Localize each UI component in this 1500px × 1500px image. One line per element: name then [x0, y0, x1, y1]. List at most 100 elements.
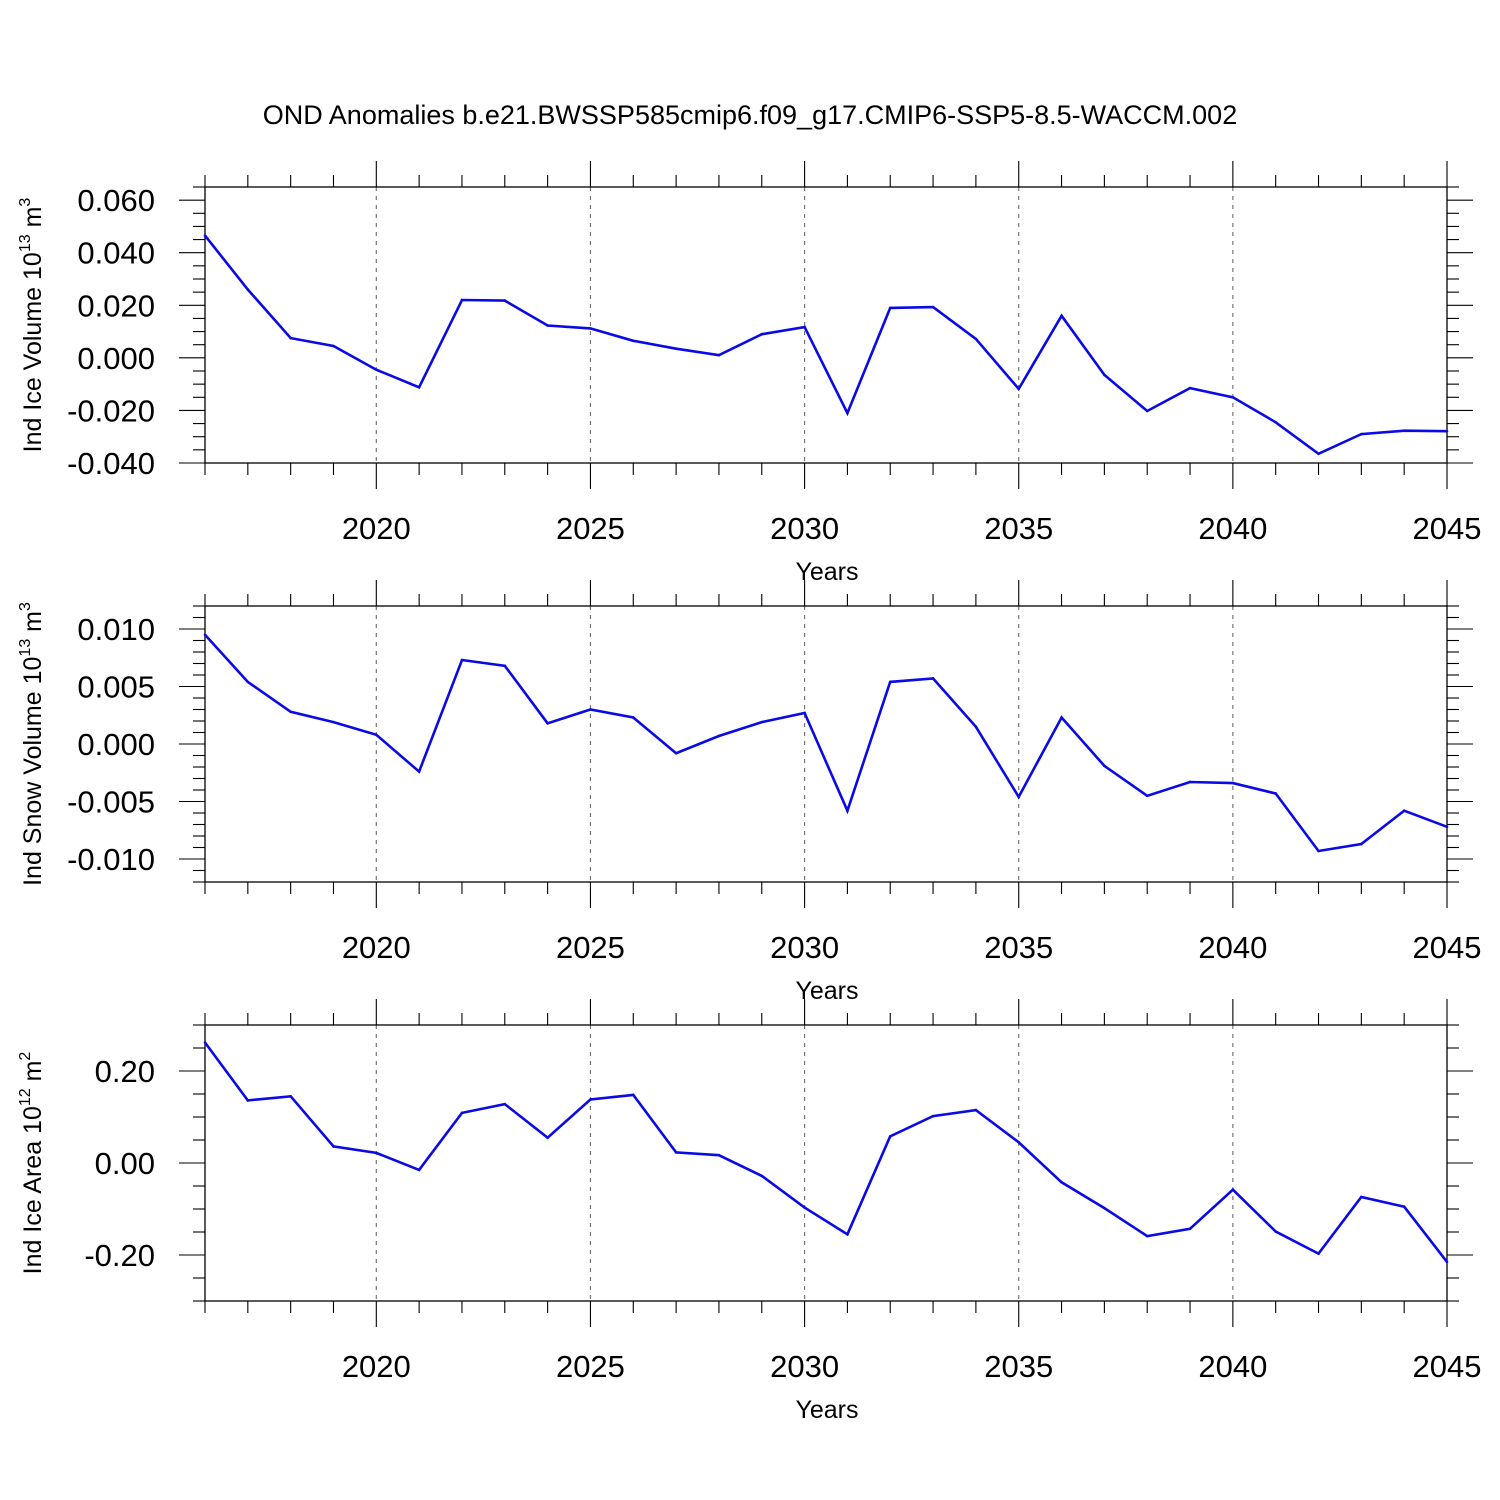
- data-point: [460, 1111, 464, 1115]
- panel-1: 2020 2025 2030 2035 2040 2045 Years 0.060 0.040 0…: [17, 161, 1481, 586]
- y-axis-label: Ind Snow Volume 1013 m3: [17, 602, 47, 886]
- data-point: [417, 385, 421, 389]
- plot-frame: [204, 605, 1448, 883]
- y-tick-label: 0.000: [77, 727, 155, 762]
- data-point: [888, 680, 892, 684]
- data-point: [1274, 1230, 1277, 1233]
- data-point: [931, 677, 935, 680]
- data-point: [375, 1151, 378, 1155]
- y-tick-label: -0.005: [67, 785, 155, 820]
- data-point: [1360, 432, 1363, 436]
- data-point: [1017, 387, 1021, 391]
- data-point: [674, 347, 678, 350]
- data-point: [717, 734, 721, 738]
- data-point: [803, 711, 806, 715]
- data-point: [1060, 716, 1063, 719]
- panel-3: 2020 2025 2030 2035 2040 2045 Years 0.20 0.00 -0.…: [17, 999, 1481, 1424]
- data-point: [1103, 1206, 1106, 1210]
- data-point: [332, 344, 335, 348]
- data-point: [888, 1135, 892, 1138]
- y-tick-label: 0.000: [77, 341, 155, 376]
- data-point: [1360, 1195, 1363, 1199]
- data-point: [803, 325, 806, 329]
- data-point: [375, 368, 378, 371]
- data-point: [888, 306, 892, 310]
- data-point: [332, 1145, 335, 1148]
- y-tick-label: -0.20: [84, 1238, 155, 1273]
- y-axis-label-unit-exponent: 2: [17, 1052, 34, 1061]
- x-tick-label: 2030: [770, 1349, 839, 1384]
- data-point: [1188, 386, 1192, 390]
- y-axis-label-unit: m: [19, 1061, 47, 1089]
- x-tick-label: 2030: [770, 511, 839, 546]
- data-point: [846, 1233, 849, 1236]
- data-point: [1402, 809, 1406, 812]
- data-point: [1103, 764, 1106, 768]
- data-point: [1145, 1234, 1149, 1238]
- data-point: [246, 1099, 250, 1102]
- data-point: [546, 324, 549, 327]
- data-point: [289, 1095, 292, 1098]
- x-tick-label: 2025: [556, 930, 625, 965]
- y-tick-label: 0.20: [95, 1054, 155, 1089]
- data-point: [717, 353, 721, 357]
- data-point: [1060, 1181, 1063, 1184]
- data-point: [931, 1114, 935, 1118]
- y-axis-label-text: Ind Ice Volume 10: [19, 252, 47, 452]
- data-point: [1231, 781, 1235, 785]
- x-tick-label: 2045: [1413, 511, 1482, 546]
- x-axis-label: Years: [795, 1396, 858, 1424]
- y-tick-label: -0.010: [67, 842, 155, 877]
- data-point: [503, 299, 507, 302]
- data-point: [1017, 1141, 1021, 1144]
- data-point: [503, 664, 507, 668]
- y-axis-label-unit-exponent: 3: [17, 602, 34, 611]
- x-tick-label: 2045: [1413, 930, 1482, 965]
- data-point: [1017, 795, 1021, 799]
- y-tick-label: -0.040: [67, 446, 155, 481]
- x-tick-label: 2020: [342, 930, 411, 965]
- x-tick-label: 2040: [1198, 1349, 1267, 1384]
- data-point: [332, 720, 335, 724]
- data-point: [1317, 849, 1320, 853]
- x-tick-label: 2025: [556, 1349, 625, 1384]
- x-tick-label: 2020: [342, 511, 411, 546]
- series-line: [203, 234, 1448, 456]
- x-tick-label: 2020: [342, 1349, 411, 1384]
- data-point: [203, 234, 207, 237]
- data-point: [246, 680, 250, 684]
- data-point: [1145, 794, 1149, 798]
- data-point: [503, 1102, 507, 1106]
- y-tick-label: 0.040: [77, 236, 155, 271]
- data-point: [1274, 420, 1277, 424]
- y-axis-label-unit: m: [19, 611, 47, 639]
- data-point: [760, 332, 764, 336]
- data-point: [417, 1168, 421, 1172]
- data-point: [203, 633, 207, 637]
- data-point: [631, 339, 635, 343]
- data-point: [1188, 1227, 1192, 1231]
- x-tick-label: 2035: [984, 930, 1053, 965]
- data-point: [931, 305, 935, 309]
- data-point: [589, 708, 592, 711]
- panels: 2020 2025 2030 2035 2040 2045 Years 0.060 0.040 0…: [17, 161, 1481, 1424]
- x-tick-label: 2040: [1198, 511, 1267, 546]
- x-tick-label: 2035: [984, 1349, 1053, 1384]
- data-point: [631, 716, 635, 719]
- series-line: [204, 633, 1448, 853]
- y-axis-label-unit-exponent: 3: [17, 198, 34, 207]
- data-point: [1145, 409, 1149, 413]
- data-point: [760, 720, 764, 724]
- x-tick-label: 2045: [1413, 1349, 1482, 1384]
- data-point: [1231, 395, 1235, 399]
- data-point: [375, 733, 378, 737]
- y-tick-label: 0.005: [77, 670, 155, 705]
- y-axis-label-unit: m: [19, 207, 47, 235]
- data-point: [1188, 780, 1192, 784]
- data-point: [589, 327, 592, 330]
- data-point: [546, 722, 549, 725]
- data-point: [460, 298, 464, 302]
- data-point: [1445, 825, 1449, 829]
- y-tick-label: 0.010: [77, 612, 155, 647]
